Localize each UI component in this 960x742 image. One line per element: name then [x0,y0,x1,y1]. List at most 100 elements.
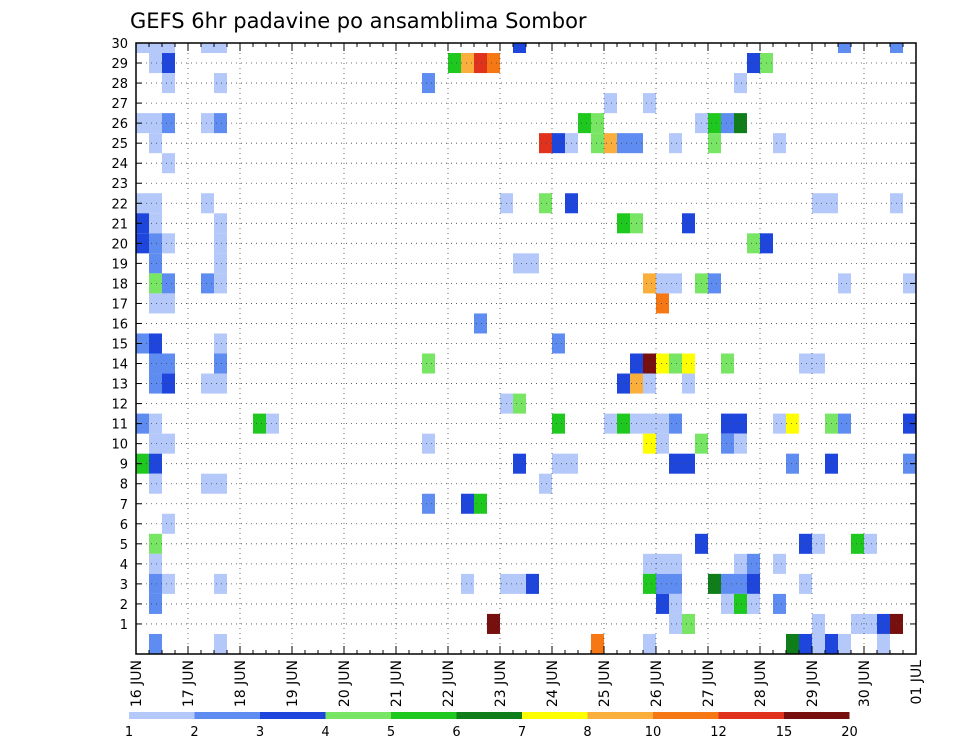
y-tick-label: 1 [120,618,128,633]
y-tick-label: 19 [111,257,128,272]
heatmap-cell [214,253,227,274]
heatmap-cell [682,613,695,634]
y-tick-label: 18 [111,277,128,292]
heatmap-cell [578,113,591,134]
heatmap-cell [656,573,669,594]
heatmap-cell [201,473,214,494]
heatmap-cell [513,43,526,54]
heatmap-cell [734,593,747,614]
heatmap-cell [799,573,812,594]
colorbar-swatch [194,712,260,719]
heatmap-cell [643,273,656,294]
heatmap-cell [877,633,890,654]
heatmap-cell [162,373,175,394]
x-tick-label: 20 JUN [337,660,353,707]
colorbar-swatch [325,712,391,719]
y-tick-label: 24 [111,157,128,172]
heatmap-cell [799,633,812,654]
heatmap-cell [604,93,617,114]
heatmap-cell [474,313,487,334]
heatmap-cell [838,273,851,294]
heatmap-cell [851,533,864,554]
y-tick-label: 3 [120,578,128,593]
heatmap-cell [643,633,656,654]
colorbar-label: 6 [452,725,460,740]
y-tick-label: 11 [111,418,128,433]
heatmap-cell [526,573,539,594]
heatmap-cell [266,413,279,434]
heatmap-cell [201,113,214,134]
heatmap-cell [721,573,734,594]
heatmap-cell [851,613,864,634]
grid-lines [136,42,916,654]
heatmap-cell [162,513,175,534]
heatmap-cell [162,273,175,294]
y-tick-label: 29 [111,57,128,72]
heatmap-cell [136,43,149,54]
colorbar-label: 7 [518,725,526,740]
heatmap-cell [214,73,227,94]
heatmap-cell [838,43,851,54]
heatmap-cell [201,373,214,394]
x-tick-label: 19 JUN [285,660,301,707]
heatmap-cell [149,113,162,134]
heatmap-cell [669,613,682,634]
heatmap-cell [214,573,227,594]
heatmap-cell [162,153,175,174]
heatmap-cell [643,93,656,114]
y-tick-label: 20 [111,237,128,252]
colorbar-label: 10 [645,725,662,740]
heatmap-cell [682,353,695,374]
heatmap-cell [604,133,617,154]
heatmap-cell [643,433,656,454]
heatmap-cell [162,353,175,374]
colorbar-label: 3 [256,725,264,740]
heatmap-cell [812,533,825,554]
heatmap-cell [721,433,734,454]
x-tick-label: 16 JUN [129,660,145,707]
heatmap-cell [734,73,747,94]
x-tick-label: 28 JUN [753,660,769,707]
heatmap-cell [747,233,760,254]
x-tick-label: 22 JUN [441,660,457,707]
heatmap-cell [864,613,877,634]
x-tick-label: 25 JUN [597,660,613,707]
heatmap-cell [162,53,175,74]
heatmap-cell [539,193,552,214]
heatmap-cell [136,213,149,234]
heatmap-cell [149,333,162,354]
heatmap-cell [149,133,162,154]
heatmap-cell [422,73,435,94]
heatmap-cell [682,373,695,394]
heatmap-cell [656,413,669,434]
heatmap-cell [214,333,227,354]
heatmap-cell [487,613,500,634]
y-tick-label: 23 [111,177,128,192]
heatmap-cell [799,533,812,554]
heatmap-cell [682,213,695,234]
heatmap-cell [552,133,565,154]
heatmap-cell [656,353,669,374]
heatmap-cell [643,353,656,374]
heatmap-cell [201,193,214,214]
colorbar-swatch [784,712,850,719]
heatmap-cell [214,273,227,294]
heatmap-cell [552,413,565,434]
heatmap-cell [136,453,149,474]
heatmap-cell [162,433,175,454]
heatmap-cell [422,493,435,514]
heatmap-cell [747,553,760,574]
heatmap-cell [149,433,162,454]
heatmap-cell [149,193,162,214]
heatmap-cell [825,633,838,654]
y-tick-label: 21 [111,217,128,232]
heatmap-cell [617,213,630,234]
x-tick-label: 17 JUN [181,660,197,707]
heatmap-cell [149,573,162,594]
heatmap-cell [253,413,266,434]
y-tick-label: 22 [111,197,128,212]
x-tick-label: 23 JUN [493,660,509,707]
heatmap-cell [734,553,747,574]
y-tick-label: 2 [120,598,128,613]
heatmap-cell [656,273,669,294]
